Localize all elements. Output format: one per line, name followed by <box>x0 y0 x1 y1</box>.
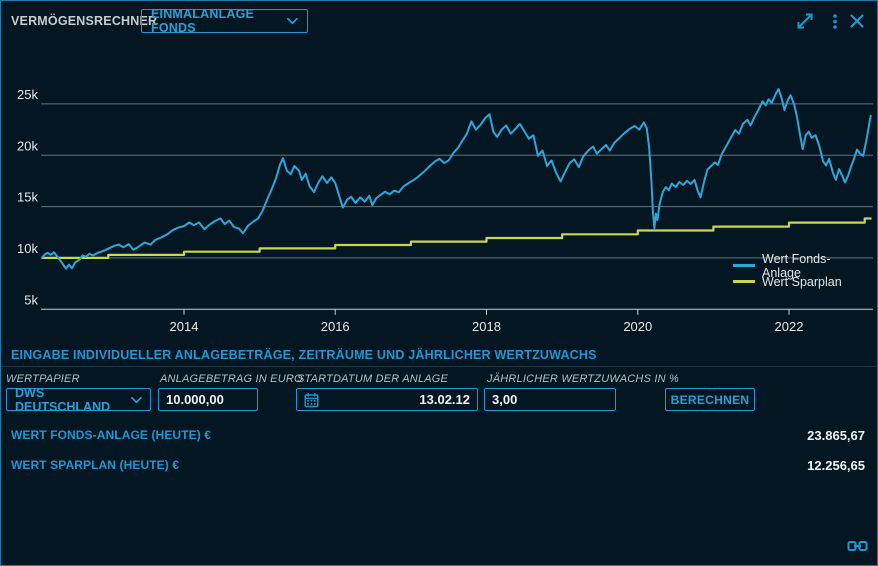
wertpapier-value: DWS DEUTSCHLAND <box>15 385 111 414</box>
svg-text:2020: 2020 <box>623 319 652 334</box>
savings-line-swatch <box>733 280 755 283</box>
mode-select-value: EINMALANLAGE FONDS <box>151 7 255 35</box>
wertzuwachs-input[interactable]: 3,00 <box>484 388 616 411</box>
result-row-fonds-anlage: WERT FONDS-ANLAGE (HEUTE) € 23.865,67 <box>11 427 865 443</box>
startdatum-value: 13.02.12 <box>419 392 470 407</box>
chart-legend: Wert Fonds-Anlage Wert Sparplan <box>733 252 863 290</box>
result-label: WERT FONDS-ANLAGE (HEUTE) € <box>11 428 212 442</box>
page-title: VERMÖGENSRECHNER <box>11 14 158 28</box>
legend-item-fonds-anlage: Wert Fonds-Anlage <box>733 252 863 280</box>
svg-text:2018: 2018 <box>472 319 501 334</box>
calendar-icon <box>304 392 319 407</box>
chevron-down-icon <box>287 17 298 25</box>
berechnen-button[interactable]: BERECHNEN <box>665 388 755 411</box>
startdatum-label: STARTDATUM DER ANLAGE <box>297 373 449 385</box>
legend-label: Wert Fonds-Anlage <box>762 251 831 280</box>
wertpapier-label: WERTPAPIER <box>6 373 80 385</box>
svg-text:15k: 15k <box>17 190 38 205</box>
fund-line-swatch <box>733 264 755 267</box>
svg-text:5k: 5k <box>24 292 38 307</box>
result-value: 12.256,65 <box>807 457 865 473</box>
section-divider <box>1 366 877 367</box>
close-icon[interactable] <box>845 9 869 33</box>
input-section-title: EINGABE INDIVIDUELLER ANLAGEBETRÄGE, ZEI… <box>11 348 597 362</box>
wertzuwachs-label: JÄHRLICHER WERTZUWACHS IN % <box>487 373 680 385</box>
svg-text:25k: 25k <box>17 87 38 102</box>
legend-label: Wert Sparplan <box>762 274 842 289</box>
mode-select-dropdown[interactable]: EINMALANLAGE FONDS <box>141 7 308 35</box>
svg-text:20k: 20k <box>17 138 38 153</box>
svg-text:2022: 2022 <box>775 319 804 334</box>
svg-text:2014: 2014 <box>170 319 199 334</box>
startdatum-input[interactable]: 13.02.12 <box>296 388 478 411</box>
chevron-down-icon <box>131 396 142 403</box>
wertpapier-select[interactable]: DWS DEUTSCHLAND <box>6 385 151 414</box>
kebab-menu-icon[interactable] <box>823 9 847 33</box>
svg-text:2016: 2016 <box>321 319 350 334</box>
link-icon[interactable] <box>847 538 868 554</box>
anlagebetrag-value: 10.000,00 <box>166 392 224 407</box>
svg-text:10k: 10k <box>17 241 38 256</box>
result-row-sparplan: WERT SPARPLAN (HEUTE) € 12.256,65 <box>11 457 865 473</box>
anlagebetrag-input[interactable]: 10.000,00 <box>158 388 258 411</box>
result-value: 23.865,67 <box>807 427 865 443</box>
legend-item-sparplan: Wert Sparplan <box>733 274 863 289</box>
line-chart: 5k 10k 15k 20k 25k 2014 2016 2018 2020 2022 <box>17 87 873 334</box>
result-label: WERT SPARPLAN (HEUTE) € <box>11 458 180 472</box>
expand-icon[interactable] <box>793 9 817 33</box>
anlagebetrag-label: ANLAGEBETRAG IN EURO <box>160 373 303 385</box>
wertzuwachs-value: 3,00 <box>492 392 518 407</box>
